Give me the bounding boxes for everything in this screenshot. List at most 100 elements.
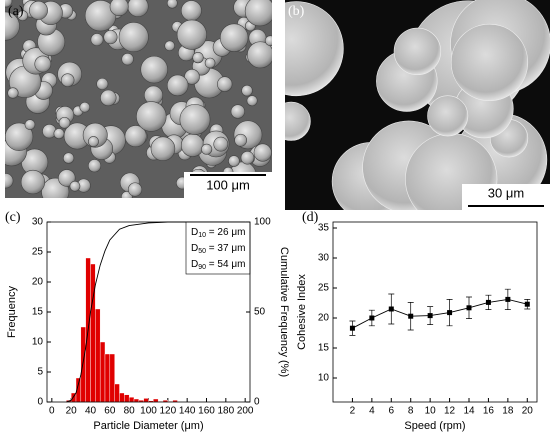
particle bbox=[244, 0, 272, 27]
annotation-symbol: D bbox=[191, 243, 198, 254]
particle bbox=[109, 0, 129, 17]
particle bbox=[127, 182, 143, 197]
cumulative-line bbox=[66, 221, 246, 403]
marker bbox=[466, 305, 472, 311]
line bbox=[352, 298, 528, 329]
bar bbox=[133, 398, 140, 403]
y-tick-label: 0 bbox=[37, 397, 43, 408]
y2-axis-label: Cumulative Frequency (%) bbox=[278, 247, 290, 377]
x-tick-label: 0 bbox=[49, 406, 55, 417]
annotation-subscript: 50 bbox=[198, 248, 206, 255]
particle bbox=[5, 0, 13, 8]
bar bbox=[143, 398, 149, 403]
bar bbox=[153, 398, 159, 403]
x-tick-label: 2 bbox=[350, 406, 356, 417]
particle bbox=[24, 119, 36, 130]
x-tick-label: 100 bbox=[140, 406, 157, 417]
particle bbox=[87, 159, 102, 173]
annotation-text: = 26 μm bbox=[206, 227, 245, 238]
particle bbox=[121, 52, 134, 66]
particle bbox=[241, 84, 253, 97]
y-tick-label: 20 bbox=[32, 277, 44, 288]
bar bbox=[128, 397, 135, 403]
marker bbox=[408, 313, 414, 319]
particle bbox=[176, 19, 207, 50]
x-tick-label: 140 bbox=[179, 406, 196, 417]
panel-label: (b) bbox=[288, 4, 305, 19]
panel-label: (a) bbox=[8, 4, 24, 19]
x-tick-label: 8 bbox=[408, 406, 414, 417]
particle bbox=[246, 95, 258, 107]
bar bbox=[80, 326, 86, 403]
particle bbox=[179, 104, 211, 135]
bar bbox=[99, 341, 106, 403]
panel-label: (d) bbox=[302, 210, 319, 225]
particle bbox=[219, 23, 249, 52]
particle bbox=[405, 133, 498, 210]
annotation-symbol: D bbox=[191, 227, 198, 238]
particle bbox=[166, 74, 189, 97]
annotation-subscript: 90 bbox=[198, 264, 206, 271]
marker bbox=[505, 296, 511, 302]
bar bbox=[119, 392, 125, 403]
particle bbox=[53, 128, 65, 140]
y2-tick-label: 100 bbox=[254, 217, 271, 228]
particle bbox=[58, 169, 76, 187]
y-tick-label: 15 bbox=[32, 307, 44, 318]
x-tick-label: 14 bbox=[463, 406, 475, 417]
particle bbox=[100, 89, 117, 107]
particle bbox=[88, 136, 99, 147]
y2-tick-label: 50 bbox=[254, 307, 266, 318]
particle bbox=[20, 169, 46, 195]
marker bbox=[369, 315, 375, 321]
particle bbox=[103, 30, 118, 45]
x-tick-label: 40 bbox=[85, 406, 97, 417]
scale-bar-label: 30 μm bbox=[488, 185, 524, 200]
marker bbox=[447, 310, 453, 316]
marker bbox=[485, 299, 491, 305]
particle bbox=[5, 122, 34, 151]
marker bbox=[388, 306, 394, 312]
particle bbox=[5, 11, 20, 41]
x-tick-label: 200 bbox=[237, 406, 254, 417]
bar bbox=[104, 353, 111, 403]
particle bbox=[5, 173, 14, 189]
particle bbox=[62, 152, 75, 164]
particle bbox=[34, 55, 52, 73]
particle bbox=[285, 1, 344, 97]
bar bbox=[90, 263, 96, 403]
plot-frame bbox=[332, 221, 538, 403]
annotation: D90 = 54 μm bbox=[191, 259, 245, 271]
y-tick-label: 30 bbox=[318, 253, 330, 264]
particle bbox=[247, 41, 272, 69]
particle bbox=[180, 0, 202, 22]
particle bbox=[136, 101, 167, 132]
x-axis-label: Speed (rpm) bbox=[404, 420, 465, 432]
scale-bar-label: 100 μm bbox=[206, 177, 250, 192]
particle bbox=[427, 95, 469, 137]
particle bbox=[17, 10, 29, 22]
particle bbox=[84, 0, 117, 32]
y-axis-label: Cohesive Index bbox=[296, 274, 308, 350]
particle bbox=[230, 104, 245, 119]
bar bbox=[124, 394, 130, 403]
particle bbox=[285, 101, 311, 141]
x-tick-label: 4 bbox=[369, 406, 375, 417]
particle bbox=[118, 22, 149, 53]
particle bbox=[234, 133, 248, 147]
x-tick-label: 10 bbox=[425, 406, 437, 417]
marker bbox=[427, 313, 433, 319]
bar bbox=[95, 308, 101, 403]
particle bbox=[96, 77, 109, 90]
particle bbox=[90, 33, 104, 47]
particle bbox=[201, 143, 213, 155]
marker bbox=[524, 301, 530, 307]
particle bbox=[58, 116, 71, 129]
annotation-text: = 37 μm bbox=[206, 243, 245, 254]
annotation-box bbox=[185, 221, 251, 275]
y-tick-label: 5 bbox=[37, 367, 43, 378]
panel-label: (c) bbox=[5, 210, 21, 225]
annotation: D50 = 37 μm bbox=[191, 243, 245, 255]
bar bbox=[109, 353, 115, 403]
particle bbox=[192, 51, 204, 64]
